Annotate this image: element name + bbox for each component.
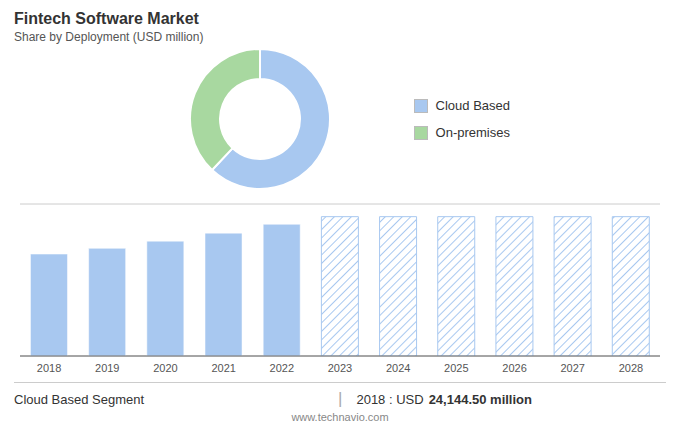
html-text:Cloud Based: Cloud Based — [435, 98, 510, 113]
html-text:Share by Deployment (USD milli: Share by Deployment (USD million) — [14, 30, 204, 44]
html-text:Cloud Based Segment: Cloud Based Segment — [14, 391, 145, 407]
svg-text:2021: 2021 — [211, 362, 235, 374]
svg-text:2024: 2024 — [386, 362, 410, 374]
svg-text:2023: 2023 — [328, 362, 352, 374]
html-text:On-premises: On-premises — [435, 125, 510, 140]
svg-text:2022: 2022 — [270, 362, 294, 374]
svg-text:2027: 2027 — [560, 362, 584, 374]
svg-text:2018: 2018 — [37, 362, 61, 374]
svg-text:2019: 2019 — [95, 362, 119, 374]
html-text:Fintech Software Market: Fintech Software Market — [14, 10, 199, 27]
svg-text:2028: 2028 — [619, 362, 643, 374]
html-text:2018 : USD 24,144.50 million: 2018 : USD 24,144.50 million — [356, 391, 532, 407]
html-text:www.technavio.com: www.technavio.com — [291, 411, 389, 423]
svg-text:2025: 2025 — [444, 362, 468, 374]
svg-text:2020: 2020 — [153, 362, 177, 374]
svg-text:2026: 2026 — [502, 362, 526, 374]
